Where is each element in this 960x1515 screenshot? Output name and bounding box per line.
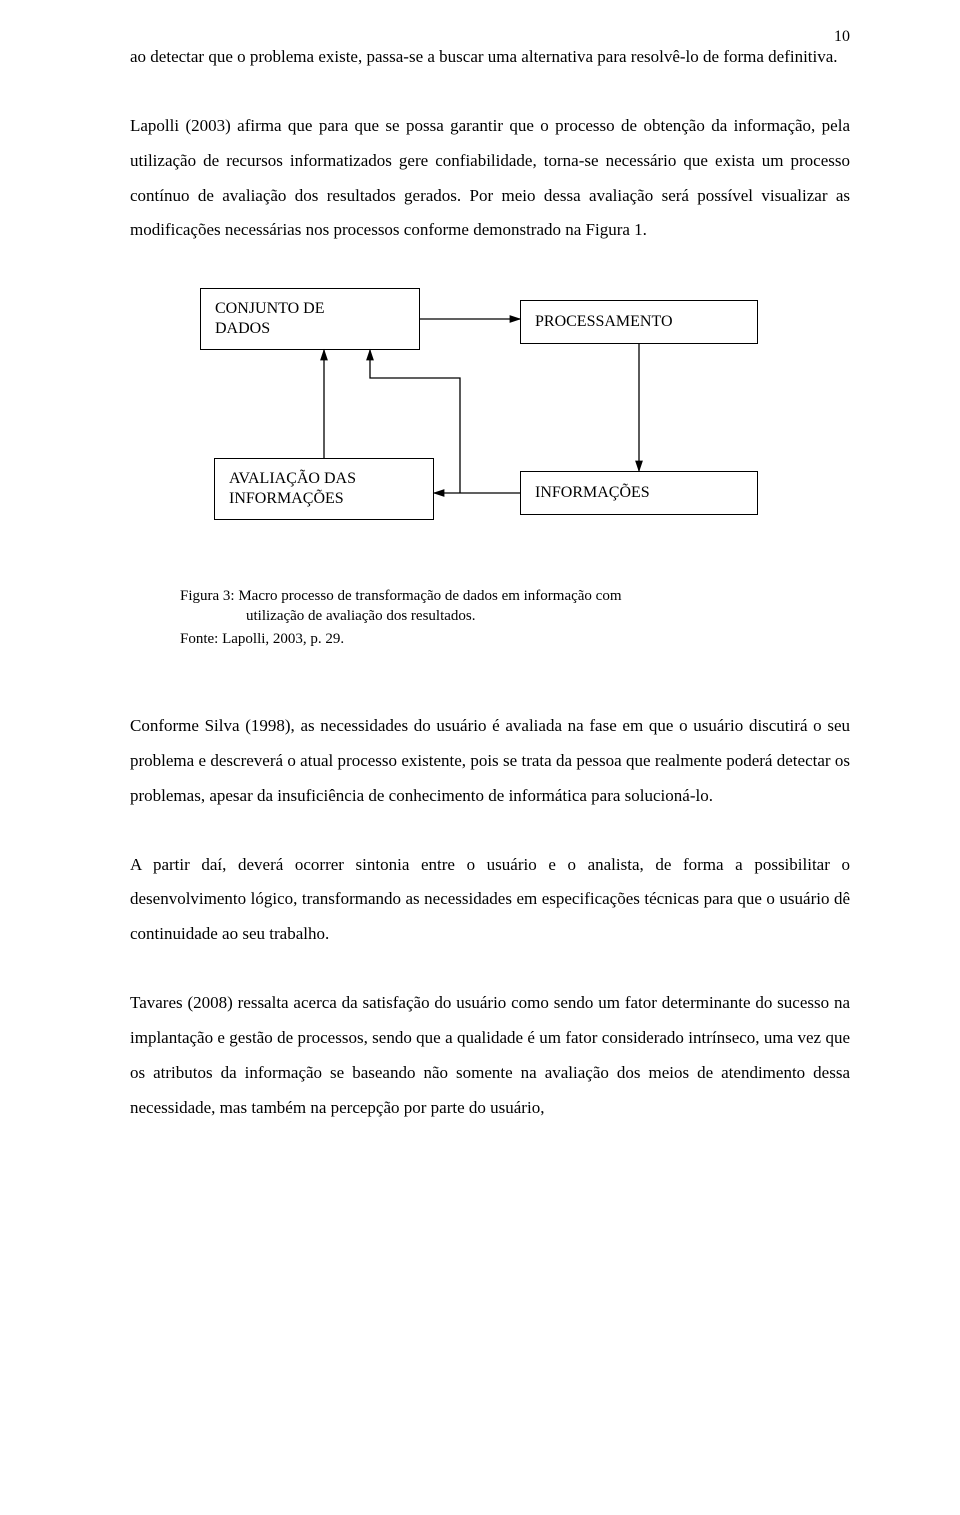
node-avaliacao-das-informacoes: AVALIAÇÃO DAS INFORMAÇÕES (214, 458, 434, 520)
node-label: INFORMAÇÕES (535, 483, 650, 503)
node-processamento: PROCESSAMENTO (520, 300, 758, 344)
figure-source: Fonte: Lapolli, 2003, p. 29. (180, 629, 850, 649)
page-number: 10 (834, 28, 850, 46)
page: 10 ao detectar que o problema existe, pa… (0, 0, 960, 1515)
node-conjunto-de-dados: CONJUNTO DE DADOS (200, 288, 420, 350)
caption-line2: utilização de avaliação dos resultados. (180, 606, 850, 626)
paragraph-3: Conforme Silva (1998), as necessidades d… (130, 709, 850, 814)
paragraph-1: ao detectar que o problema existe, passa… (130, 40, 850, 75)
figure-3: CONJUNTO DE DADOS PROCESSAMENTO AVALIAÇÃ… (130, 288, 850, 649)
node-informacoes: INFORMAÇÕES (520, 471, 758, 515)
paragraph-5: Tavares (2008) ressalta acerca da satisf… (130, 986, 850, 1125)
paragraph-2: Lapolli (2003) afirma que para que se po… (130, 109, 850, 248)
node-label: AVALIAÇÃO DAS INFORMAÇÕES (229, 469, 356, 509)
node-label: PROCESSAMENTO (535, 312, 673, 332)
caption-line1: Figura 3: Macro processo de transformaçã… (180, 588, 622, 604)
figure-caption: Figura 3: Macro processo de transformaçã… (180, 586, 850, 627)
flowchart: CONJUNTO DE DADOS PROCESSAMENTO AVALIAÇÃ… (140, 288, 860, 578)
node-label: CONJUNTO DE DADOS (215, 299, 324, 339)
paragraph-4: A partir daí, deverá ocorrer sintonia en… (130, 848, 850, 953)
